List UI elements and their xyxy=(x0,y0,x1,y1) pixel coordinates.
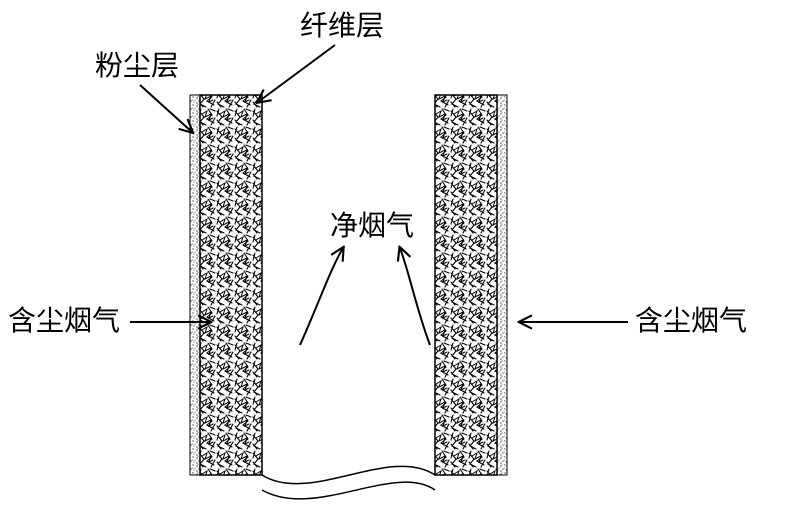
dust-layer-arrow xyxy=(140,85,192,132)
dusty-gas-right-label: 含尘烟气 xyxy=(635,305,747,337)
bag-bottom xyxy=(262,466,435,499)
left-bag xyxy=(190,95,262,475)
fiber-layer-arrow xyxy=(258,45,335,102)
clean-gas-label: 净烟气 xyxy=(330,210,414,242)
fiber-layer-right xyxy=(435,95,497,475)
right-bag xyxy=(435,95,507,475)
clean-gas-arrow-left xyxy=(300,248,343,345)
dusty-gas-left-label: 含尘烟气 xyxy=(8,305,120,337)
dust-layer-label: 粉尘层 xyxy=(95,50,179,82)
dust-layer-left xyxy=(190,95,200,475)
fiber-layer-left xyxy=(200,95,262,475)
fiber-layer-label: 纤维层 xyxy=(300,10,384,42)
dust-layer-right xyxy=(497,95,507,475)
clean-gas-arrow-right xyxy=(400,248,430,345)
